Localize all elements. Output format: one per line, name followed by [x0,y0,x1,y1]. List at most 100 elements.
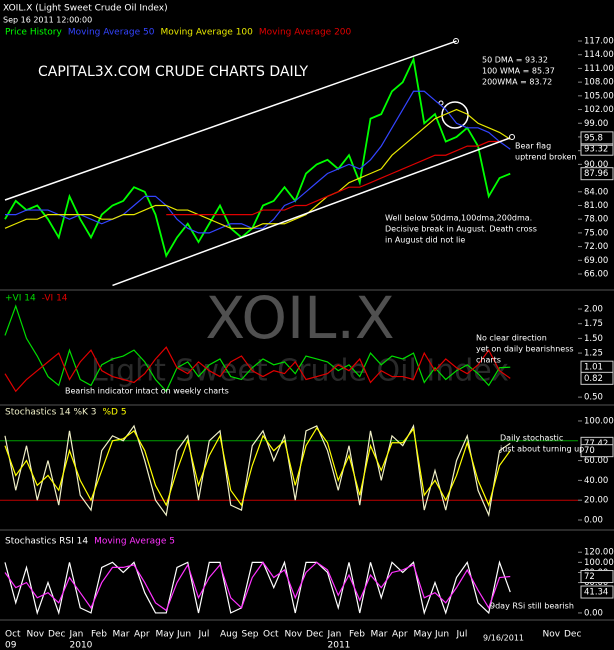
value-label: 77.42 [584,439,608,449]
series-line [4,56,511,259]
y-tick-label: 84.00 [584,187,608,197]
trend-end-dot [509,134,515,140]
date-label: 9/16/2011 [483,634,524,643]
legend-entry: Moving Average 50 [68,28,155,38]
value-box [580,585,614,599]
x-tick-label: Dec [564,630,581,640]
value-label: 70 [584,446,595,456]
y-tick-label: 100.00 [584,416,614,426]
x-tick-label: Jan [327,630,342,640]
y-tick-label: 66.00 [584,270,608,280]
x-tick-label: Jul [198,630,210,640]
x-tick-label: Apr [392,630,408,640]
y-tick-label: 81.00 [584,201,608,211]
annotation: CAPITAL3X.COM CRUDE CHARTS DAILY [38,64,309,80]
annotation: uptrend broken [515,153,576,162]
series-line [4,426,511,507]
series-line [5,90,511,234]
y-tick-label: 60.00 [584,456,608,466]
annotation: Decisive break in August. Death cross [385,225,537,234]
x-tick-label: Oct [5,630,21,640]
y-tick-label: 69.00 [584,256,608,266]
series-line [166,137,511,216]
value-label: 72 [584,572,595,582]
legend-entry: Moving Average 5 [94,537,175,547]
x-tick-label: Feb [349,630,365,640]
legend-entry: %D 5 [103,408,127,418]
series-line [4,560,511,616]
legend-entry: Stochastics 14 %K 3 [5,408,97,418]
x-tick-label: Mar [113,630,130,640]
x-tick-label: Apr [134,630,150,640]
y-tick-label: 100.00 [584,558,614,568]
x-tick-label: May [156,630,175,640]
x-tick-label: Aug [220,630,238,640]
value-label: 95.8 [584,133,603,143]
trend-line [112,137,511,287]
y-tick-label: 0.50 [584,393,603,403]
watermark: XOIL.X [205,284,394,352]
x-tick-label: Mar [371,630,388,640]
legend-entry: -VI 14 [42,294,68,304]
trend-end-dot [453,38,459,44]
y-tick-label: 90.00 [584,160,608,170]
y-tick-label: 120.00 [584,548,614,558]
annotation: Bear flag [515,142,551,151]
value-label: 0.82 [584,374,603,384]
annotation: 200WMA = 83.72 [482,78,552,87]
series-line [4,561,511,612]
legend-entry: Price History [5,28,63,38]
y-tick-label: 108.00 [584,78,614,88]
y-tick-label: 111.00 [584,64,614,74]
y-tick-label: 78.00 [584,215,608,225]
y-tick-label: 99.00 [584,119,608,129]
y-tick-label: 114.00 [584,50,614,60]
y-tick-label: 105.00 [584,91,614,101]
y-tick-label: 72.00 [584,242,608,252]
annotation: 9day RSi still bearish [490,602,574,611]
y-tick-label: 0.00 [584,515,603,525]
annotation: 100 WMA = 85.37 [482,67,555,76]
value-box [580,444,614,458]
series-line [4,304,511,393]
x-year-label: 2011 [328,641,351,650]
annotation: Bearish indicator intact on weekly chart… [65,387,229,396]
annotation: charts [476,356,501,365]
chart-subtitle: Sep 16 2011 12:00:00 [3,16,92,25]
y-tick-label: 75.00 [584,228,608,238]
y-tick-label: 117.00 [584,37,614,47]
legend-entry: Moving Average 200 [259,28,352,38]
value-box [580,167,614,181]
y-tick-label: 1.25 [584,349,603,359]
y-tick-label: 20.00 [584,496,608,506]
series-line [4,424,511,518]
y-tick-label: 60.00 [584,578,608,588]
x-tick-label: Jul [456,630,468,640]
y-tick-label: 40.00 [584,476,608,486]
y-tick-label: 1.50 [584,334,603,344]
annotation: just about turning up [499,445,584,454]
x-tick-label: May [414,630,433,640]
x-tick-label: Dec [48,630,65,640]
x-tick-label: Jan [69,630,84,640]
legend-entry: +VI 14 [5,294,36,304]
annotation: yet on daily bearishness [476,345,574,354]
value-box [580,371,614,385]
legend-entry: Moving Average 100 [161,28,254,38]
value-label: 93.32 [584,145,608,155]
x-tick-label: Nov [27,630,45,640]
x-tick-label: Nov [543,630,561,640]
y-tick-label: 1.75 [584,319,603,329]
x-tick-label: Sep [242,630,259,640]
legend-entry: Stochastics RSI 14 [5,537,88,547]
x-tick-label: Feb [91,630,107,640]
value-label: 87.96 [584,169,608,179]
y-tick-label: 2.00 [584,305,603,315]
watermark: Light Sweet Crude Oil Index [91,354,509,389]
annotation: Well below 50dma,100dma,200dma. [385,214,532,223]
annotation: in August did not lie [385,236,465,245]
x-tick-label: Jun [176,630,191,640]
x-year-label: 2010 [70,641,93,650]
